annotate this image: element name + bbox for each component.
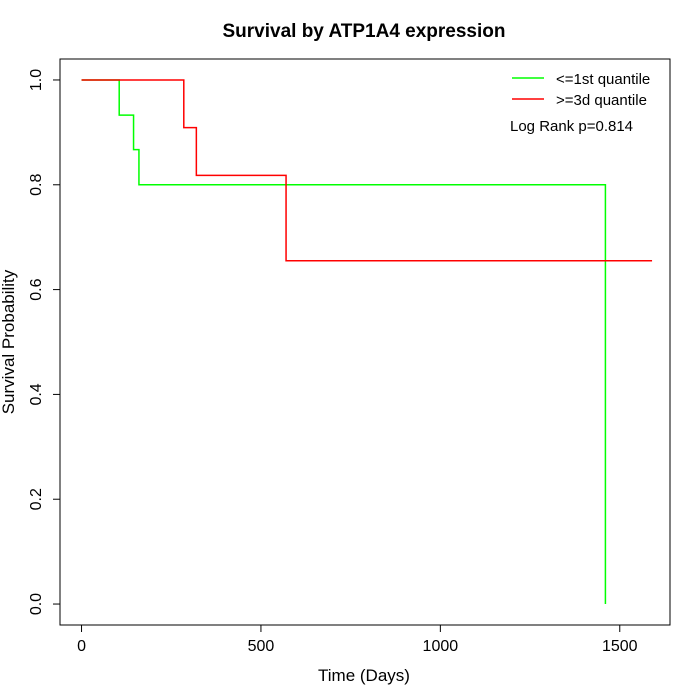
y-tick-label: 0.6 [28, 278, 45, 300]
y-axis: 0.0 0.2 0.4 0.6 0.8 1.0 [28, 69, 60, 615]
survival-curves [81, 79, 653, 605]
y-axis-title: Survival Probability [0, 269, 18, 414]
plot-frame [59, 58, 671, 626]
chart-title: Survival by ATP1A4 expression [222, 21, 505, 42]
y-tick-label: 0.0 [28, 593, 45, 615]
x-axis: 0 500 1000 1500 [77, 625, 638, 655]
legend: <=1st quantile >=3d quantile Log Rank p=… [510, 71, 650, 135]
y-tick-label: 1.0 [28, 69, 45, 91]
x-tick-label: 500 [248, 638, 275, 655]
legend-label-series-1: <=1st quantile [556, 71, 650, 88]
y-tick-label: 0.2 [28, 488, 45, 510]
survival-curve-series-2 [81, 79, 653, 262]
legend-label-series-2: >=3d quantile [556, 92, 647, 109]
x-axis-title: Time (Days) [318, 666, 410, 685]
y-tick-label: 0.8 [28, 174, 45, 196]
log-rank-annotation: Log Rank p=0.814 [510, 118, 633, 135]
x-tick-label: 1000 [423, 638, 459, 655]
y-tick-label: 0.4 [28, 383, 45, 405]
x-tick-label: 1500 [602, 638, 638, 655]
survival-curve-series-1 [81, 79, 607, 605]
x-tick-label: 0 [77, 638, 86, 655]
